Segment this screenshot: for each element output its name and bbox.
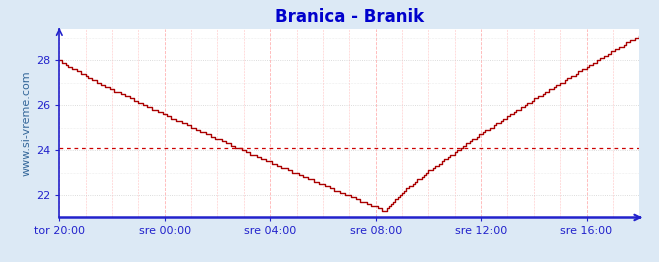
Y-axis label: www.si-vreme.com: www.si-vreme.com [22, 70, 32, 176]
Title: Branica - Branik: Branica - Branik [275, 8, 424, 26]
